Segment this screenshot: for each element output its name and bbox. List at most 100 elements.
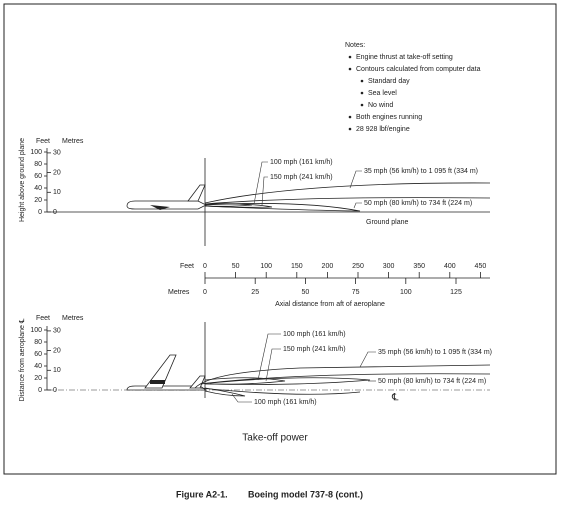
ground-label: Ground plane (366, 219, 409, 226)
contour-outer-lower (199, 387, 361, 395)
contour-100 (204, 203, 253, 207)
feet-tick-label: 40 (34, 185, 42, 192)
contour-label: 35 mph (56 km/h) to 1 095 ft (334 m) (364, 168, 478, 175)
leader (257, 333, 281, 381)
feet-tick-label: 250 (352, 263, 364, 270)
feet-label: Feet (36, 138, 50, 145)
feet-tick-label: 0 (203, 263, 207, 270)
feet-tick-label: 350 (413, 263, 425, 270)
note-item: Engine thrust at take-off setting (356, 54, 453, 61)
feet-tick-label: 80 (34, 339, 42, 346)
aircraft-plan (126, 354, 208, 391)
feet-tick-label: 40 (34, 363, 42, 370)
metres-label: Metres (62, 315, 84, 322)
feet-label: Feet (36, 315, 50, 322)
feet-tick-label: 0 (38, 387, 42, 394)
notes: Notes: Engine thrust at take-off setting… (345, 42, 481, 133)
bullet (348, 67, 352, 71)
aircraft-side (126, 184, 207, 210)
contour-150 (204, 377, 286, 385)
metres-tick-label: 50 (302, 289, 310, 296)
y-axis-label: Distance from aeroplane ℄ (19, 318, 26, 401)
bullet (348, 115, 352, 119)
engine (150, 205, 170, 210)
leader (261, 176, 268, 206)
note-item: Both engines running (356, 114, 422, 121)
contour-100-lower (204, 387, 246, 397)
caption-number: Figure A2-1. (176, 489, 228, 499)
leader (231, 393, 252, 403)
engine (150, 380, 165, 384)
feet-label: Feet (180, 263, 194, 270)
contour-label: 100 mph (161 km/h) (270, 159, 333, 166)
metres-tick-label: 75 (352, 289, 360, 296)
bullet (348, 127, 352, 131)
note-item: No wind (368, 102, 393, 109)
note-item: 28 928 lbf/engine (356, 126, 410, 133)
metres-label: Metres (62, 138, 84, 145)
metres-tick-label: 0 (203, 289, 207, 296)
contour-label: 150 mph (241 km/h) (270, 174, 333, 181)
feet-tick-label: 60 (34, 351, 42, 358)
tail (187, 184, 206, 202)
metres-tick-label: 10 (53, 367, 61, 374)
contour-label: 35 mph (56 km/h) to 1 095 ft (334 m) (378, 349, 492, 356)
metres-tick-label: 10 (53, 189, 61, 196)
feet-tick-label: 80 (34, 161, 42, 168)
feet-tick-label: 20 (34, 375, 42, 382)
bottom-contours (194, 333, 491, 403)
leader (253, 161, 268, 205)
leader (353, 202, 362, 209)
metres-tick-label: 0 (53, 387, 57, 394)
metres-tick-label: 0 (53, 209, 57, 216)
bullet (348, 55, 352, 59)
metres-label: Metres (168, 289, 190, 296)
y-axis-label: Height above ground plane (19, 138, 26, 222)
feet-tick-label: 150 (291, 263, 303, 270)
leader (265, 348, 281, 382)
feet-tick-label: 0 (38, 209, 42, 216)
contour-35 (194, 364, 491, 389)
feet-tick-label: 50 (232, 263, 240, 270)
axis-title: Axial distance from aft of aeroplane (275, 301, 385, 308)
stabiliser (189, 375, 206, 389)
panel-title: Take-off power (242, 433, 308, 444)
contour-label: 50 mph (80 km/h) to 734 ft (224 m) (378, 378, 486, 385)
note-item: Sea level (368, 90, 397, 97)
contour-label: 50 mph (80 km/h) to 734 ft (224 m) (364, 200, 472, 207)
leader (359, 351, 376, 368)
contour-label: 100 mph (161 km/h) (283, 331, 346, 338)
frame (3, 3, 557, 475)
contour-label: 150 mph (241 km/h) (283, 346, 346, 353)
feet-tick-label: 20 (34, 197, 42, 204)
feet-tick-label: 400 (444, 263, 456, 270)
note-item: Standard day (368, 78, 410, 85)
metres-tick-label: 25 (251, 289, 259, 296)
contour-label: 100 mph (161 km/h) (254, 399, 317, 406)
feet-tick-label: 300 (383, 263, 395, 270)
contour-50 (204, 203, 361, 212)
contour-35-lower (204, 197, 491, 205)
metres-tick-label: 30 (53, 328, 61, 335)
notes-title: Notes: (345, 42, 365, 49)
feet-tick-label: 200 (322, 263, 334, 270)
feet-tick-label: 450 (475, 263, 487, 270)
top-contours (204, 161, 491, 212)
contour-50 (199, 377, 371, 385)
metres-tick-label: 20 (53, 347, 61, 354)
leader (349, 170, 362, 189)
bullet (360, 91, 364, 95)
wing (144, 354, 177, 389)
caption-text: Boeing model 737-8 (cont.) (248, 489, 363, 499)
bullet (360, 79, 364, 83)
bullet (360, 103, 364, 107)
centreline-label: ℄ (391, 393, 399, 404)
metres-tick-label: 100 (400, 289, 412, 296)
feet-tick-label: 60 (34, 173, 42, 180)
feet-tick-label: 100 (30, 149, 42, 156)
metres-tick-label: 30 (53, 150, 61, 157)
note-item: Contours calculated from computer data (356, 66, 481, 73)
metres-tick-label: 20 (53, 169, 61, 176)
contour-35 (204, 182, 491, 204)
